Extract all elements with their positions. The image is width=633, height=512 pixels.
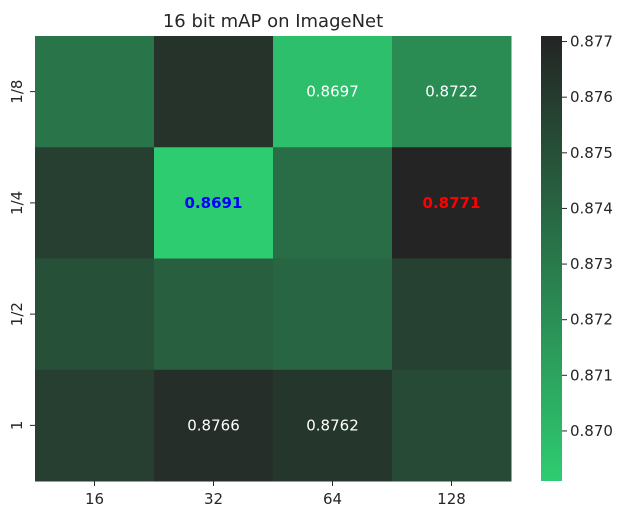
colorbar-gradient — [541, 36, 562, 481]
colorbar-tick-label: 0.873 — [570, 255, 613, 273]
heatmap-cell — [154, 258, 274, 371]
cell-value-label: 0.8691 — [185, 194, 243, 212]
y-axis: 1/8 1/4 1/2 1 — [8, 80, 35, 431]
heatmap-cell — [273, 258, 393, 371]
heatmap-cell — [35, 36, 155, 148]
x-tick-label: 64 — [323, 490, 342, 508]
x-tick-label: 16 — [85, 490, 104, 508]
heatmap-cell — [35, 369, 155, 482]
heatmap-cell — [154, 147, 274, 259]
heatmap-cell — [35, 258, 155, 371]
heatmap-cell — [392, 36, 512, 148]
colorbar-tick-label: 0.874 — [570, 199, 613, 217]
heatmap-cell — [35, 147, 155, 259]
colorbar-tick-label: 0.872 — [570, 311, 613, 329]
heatmap-cell — [273, 36, 393, 148]
heatmap-cell-labels: 0.8697 0.8722 0.8691 0.8771 0.8766 0.8762 — [185, 83, 481, 435]
y-tick-label: 1/2 — [8, 302, 26, 326]
x-tick-label: 32 — [204, 490, 223, 508]
heatmap-cell — [273, 369, 393, 482]
y-tick-label: 1/4 — [8, 191, 26, 215]
colorbar: 0.870 0.871 0.872 0.873 0.874 0.875 0.876 0.877 — [541, 33, 613, 481]
chart-title: 16 bit mAP on ImageNet — [163, 11, 383, 32]
colorbar-tick-label: 0.870 — [570, 422, 613, 440]
heatmap-cells — [35, 36, 512, 482]
x-axis: 16 32 64 128 — [85, 481, 466, 508]
heatmap-cell — [154, 36, 274, 148]
y-tick-label: 1 — [8, 421, 26, 431]
heatmap-cell — [392, 258, 512, 371]
cell-value-label: 0.8697 — [306, 83, 359, 101]
colorbar-tick-label: 0.876 — [570, 88, 613, 106]
cell-value-label: 0.8771 — [423, 194, 481, 212]
x-tick-label: 128 — [437, 490, 466, 508]
colorbar-tick-label: 0.877 — [570, 33, 613, 51]
heatmap-cell — [154, 369, 274, 482]
heatmap-cell — [273, 147, 393, 259]
y-tick-label: 1/8 — [8, 80, 26, 104]
colorbar-tick-label: 0.871 — [570, 366, 613, 384]
cell-value-label: 0.8766 — [187, 416, 240, 434]
heatmap-cell — [392, 369, 512, 482]
colorbar-tick-label: 0.875 — [570, 144, 613, 162]
cell-value-label: 0.8762 — [306, 416, 359, 434]
cell-value-label: 0.8722 — [425, 83, 478, 101]
heatmap-cell — [392, 147, 512, 259]
